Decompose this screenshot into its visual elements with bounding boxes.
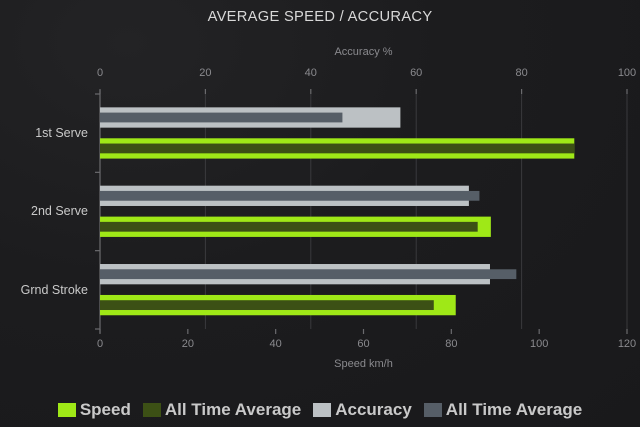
- svg-text:60: 60: [357, 338, 369, 350]
- svg-text:20: 20: [182, 338, 194, 350]
- svg-text:0: 0: [97, 67, 103, 79]
- svg-text:40: 40: [305, 67, 317, 79]
- svg-text:120: 120: [618, 338, 636, 350]
- svg-text:60: 60: [410, 67, 422, 79]
- svg-text:0: 0: [97, 338, 103, 350]
- svg-text:80: 80: [515, 67, 527, 79]
- svg-text:80: 80: [445, 338, 457, 350]
- svg-text:100: 100: [530, 338, 548, 350]
- svg-text:20: 20: [199, 67, 211, 79]
- svg-text:40: 40: [270, 338, 282, 350]
- svg-text:100: 100: [618, 67, 636, 79]
